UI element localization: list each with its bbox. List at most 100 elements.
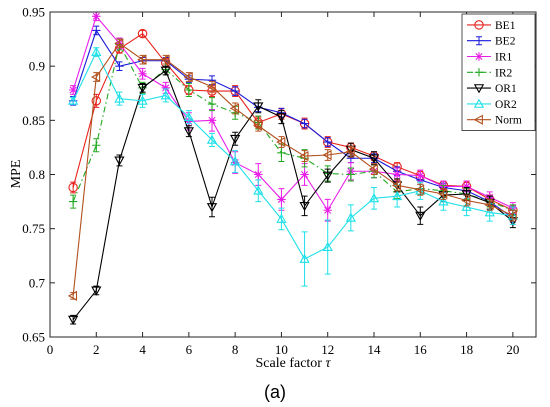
- legend-swatch-marker: [473, 114, 483, 125]
- y-tick-label: 0.7: [29, 275, 46, 290]
- data-point: [252, 120, 263, 131]
- data-point: [114, 156, 125, 166]
- legend-item-ir2: IR2: [467, 67, 513, 79]
- data-point: [230, 156, 241, 166]
- legend-label: BE2: [495, 36, 516, 48]
- data-point: [507, 210, 517, 221]
- data-point: [346, 170, 356, 179]
- y-tick-label: 0.95: [22, 5, 45, 20]
- y-tick-label: 0.85: [22, 113, 45, 128]
- legend-item-be1: BE1: [467, 20, 516, 32]
- data-point: [206, 81, 216, 92]
- data-point: [114, 93, 125, 103]
- data-point: [161, 83, 170, 93]
- data-point: [416, 171, 425, 180]
- legend-item-be2: BE2: [467, 36, 516, 48]
- plot-frame: [49, 11, 537, 338]
- legend: BE1 BE2 IR1 IR2 OR1 OR2 Norm: [461, 13, 536, 131]
- legend-label: IR1: [495, 52, 513, 64]
- panel-label: (a): [264, 382, 286, 402]
- data-point: [322, 149, 332, 161]
- data-point: [160, 66, 171, 76]
- data-point: [438, 188, 448, 200]
- x-tick-label: 0: [47, 342, 54, 357]
- data-point: [462, 182, 471, 191]
- data-point: [137, 54, 147, 65]
- x-tick-label: 20: [506, 342, 519, 357]
- data-point: [368, 154, 380, 164]
- data-point: [391, 180, 402, 191]
- data-point: [206, 134, 218, 144]
- legend-swatch-marker: [474, 68, 484, 77]
- x-tick-label: 12: [321, 342, 334, 357]
- legend-item-or2: OR2: [467, 98, 517, 111]
- legend-swatch-marker: [474, 52, 484, 61]
- series-layer: [67, 11, 518, 325]
- data-point: [68, 182, 78, 193]
- y-tick-label: 0.9: [29, 59, 45, 74]
- data-point: [345, 146, 355, 157]
- data-point: [160, 54, 170, 65]
- legend-item-ir1: IR1: [467, 52, 513, 64]
- data-point: [183, 127, 194, 137]
- data-point: [299, 150, 309, 162]
- data-point: [415, 211, 426, 221]
- data-point: [323, 206, 332, 215]
- legend-box: [461, 13, 536, 131]
- x-axis-title-symbol: τ: [325, 356, 331, 371]
- legend-label: IR2: [495, 67, 513, 79]
- data-point: [345, 212, 356, 222]
- data-point: [254, 170, 263, 179]
- legend-label: BE1: [495, 20, 516, 32]
- data-point: [68, 315, 79, 325]
- data-point: [91, 286, 102, 296]
- legend-label: OR1: [495, 83, 517, 95]
- series-line: [72, 50, 513, 260]
- x-tick-label: 2: [93, 342, 100, 357]
- legend-swatch-marker: [473, 84, 485, 94]
- data-point: [160, 90, 171, 100]
- legend-item-norm: Norm: [467, 114, 522, 127]
- data-point: [368, 193, 380, 203]
- plot-area: [50, 12, 536, 337]
- data-point: [322, 171, 333, 181]
- data-point: [299, 253, 310, 263]
- data-point: [461, 201, 472, 211]
- data-point: [68, 197, 78, 206]
- data-point: [67, 290, 78, 301]
- data-point: [68, 95, 79, 105]
- series-norm: [67, 38, 517, 301]
- data-point: [368, 163, 378, 175]
- data-point: [299, 202, 310, 212]
- legend-swatch-marker: [476, 36, 482, 46]
- data-point: [414, 184, 425, 195]
- data-point: [276, 213, 287, 223]
- legend-label: Norm: [495, 115, 522, 127]
- data-point: [90, 71, 101, 83]
- data-point: [277, 195, 286, 204]
- data-point: [438, 196, 449, 206]
- data-point: [484, 199, 494, 210]
- data-point: [207, 99, 217, 109]
- data-point: [392, 190, 403, 201]
- data-point: [137, 28, 148, 39]
- data-point: [183, 111, 194, 121]
- legend-label: OR2: [495, 99, 517, 111]
- y-tick-label: 0.8: [29, 167, 45, 182]
- data-point: [276, 136, 286, 148]
- x-axis-title-text: Scale factor: [256, 356, 326, 371]
- legend-item-or1: OR1: [467, 83, 517, 95]
- data-point: [91, 46, 102, 56]
- data-point: [484, 207, 495, 217]
- data-point: [392, 170, 402, 179]
- axis-ticks: 0 2 4 6 8 10 12 14 16 18 20 0.65 0.7 0.75 0.8 0.85 0.9 0.…: [22, 5, 536, 357]
- data-point: [230, 134, 241, 145]
- data-point: [461, 190, 472, 200]
- x-tick-label: 4: [139, 342, 146, 357]
- x-axis-title: Scale factor τ: [256, 356, 332, 371]
- x-tick-label: 16: [414, 342, 428, 357]
- data-point: [253, 102, 264, 112]
- legend-swatch-marker: [474, 20, 484, 30]
- data-point: [92, 141, 101, 150]
- data-point: [137, 83, 148, 94]
